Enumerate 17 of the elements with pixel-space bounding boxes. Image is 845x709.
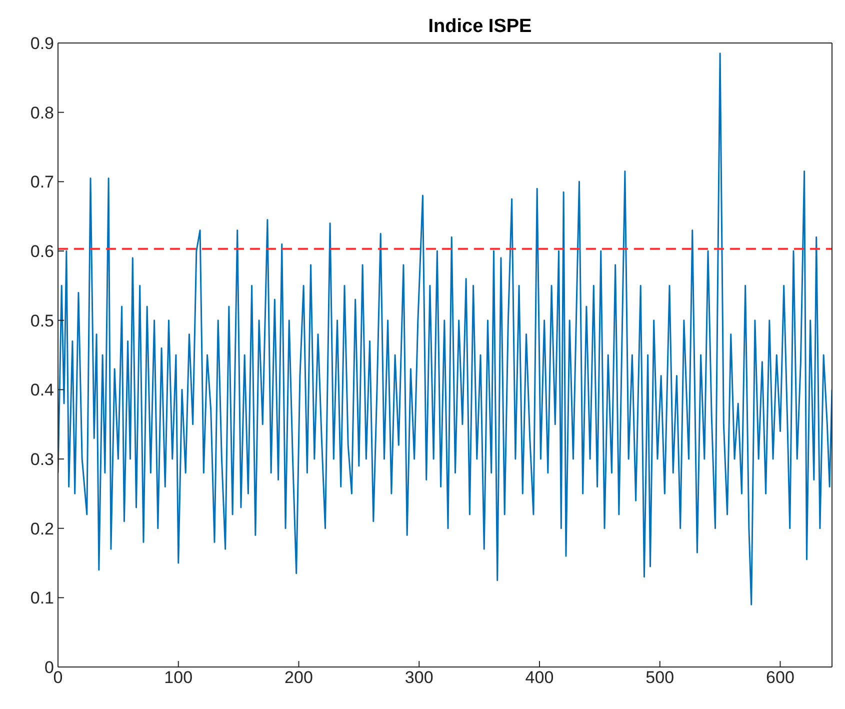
- line-series: [58, 52, 832, 606]
- y-tick-label: 0.2: [30, 519, 54, 538]
- y-tick-label: 0.5: [30, 311, 54, 330]
- x-tick-label: 400: [525, 668, 554, 688]
- y-tick-label: 0.1: [30, 588, 54, 608]
- y-tick-label: 0.7: [30, 172, 54, 192]
- chart-title: Indice ISPE: [428, 16, 532, 37]
- y-tick-label: 0.8: [30, 103, 54, 122]
- x-tick-label: 500: [646, 668, 674, 688]
- y-tick-label: 0.6: [30, 242, 54, 262]
- x-tick-label: 200: [284, 668, 313, 688]
- y-tick-label: 0.4: [30, 380, 54, 400]
- y-tick-label: 0.9: [30, 34, 54, 54]
- x-tick-label: 100: [164, 668, 193, 688]
- x-tick-label: 600: [766, 668, 794, 688]
- y-tick-label: 0.3: [30, 450, 54, 470]
- x-tick-label: 300: [404, 668, 434, 688]
